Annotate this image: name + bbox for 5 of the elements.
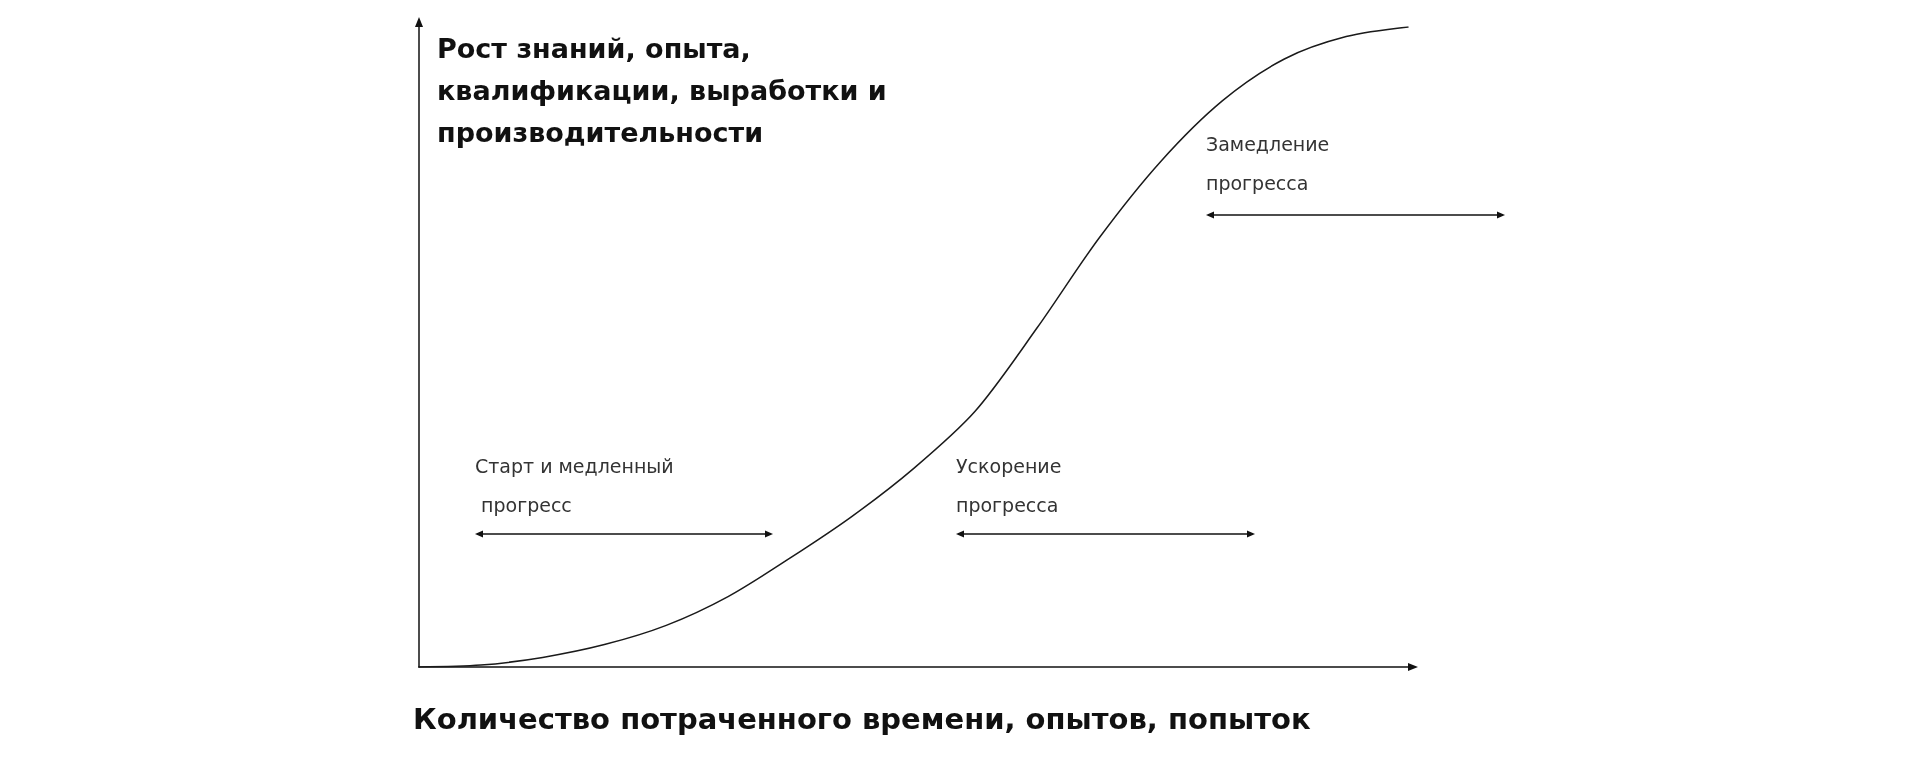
annotation: Ускорение прогресса [956, 454, 1068, 516]
y-axis-title: Рост знаний, опыта, квалификации, выработки и производительности [437, 32, 897, 148]
x-axis-title: Количество потраченного времени, опытов, попыток [413, 701, 1311, 736]
annotation: Замедление прогресса [1206, 132, 1336, 194]
annotation: Старт и медленный прогресс [475, 454, 674, 516]
